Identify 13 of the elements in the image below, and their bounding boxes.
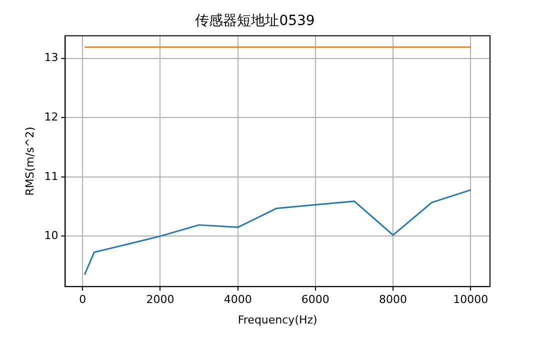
x-tick-label: 0 [79,293,86,306]
x-tick-label: 2000 [146,293,174,306]
y-axis-title: RMS(m/s^2) [23,126,36,196]
chart-title: 传感器短地址0539 [195,13,315,30]
y-tick-label: 13 [44,51,58,64]
y-tick-label: 11 [44,170,58,183]
x-tick-label: 6000 [301,293,330,306]
y-tick-label: 10 [44,229,58,242]
x-tick-label: 10000 [453,293,488,306]
x-tick-label: 4000 [224,293,252,306]
x-axis-title: Frequency(Hz) [238,313,318,326]
x-tick-label: 8000 [379,293,408,306]
y-tick-label: 12 [44,110,58,124]
